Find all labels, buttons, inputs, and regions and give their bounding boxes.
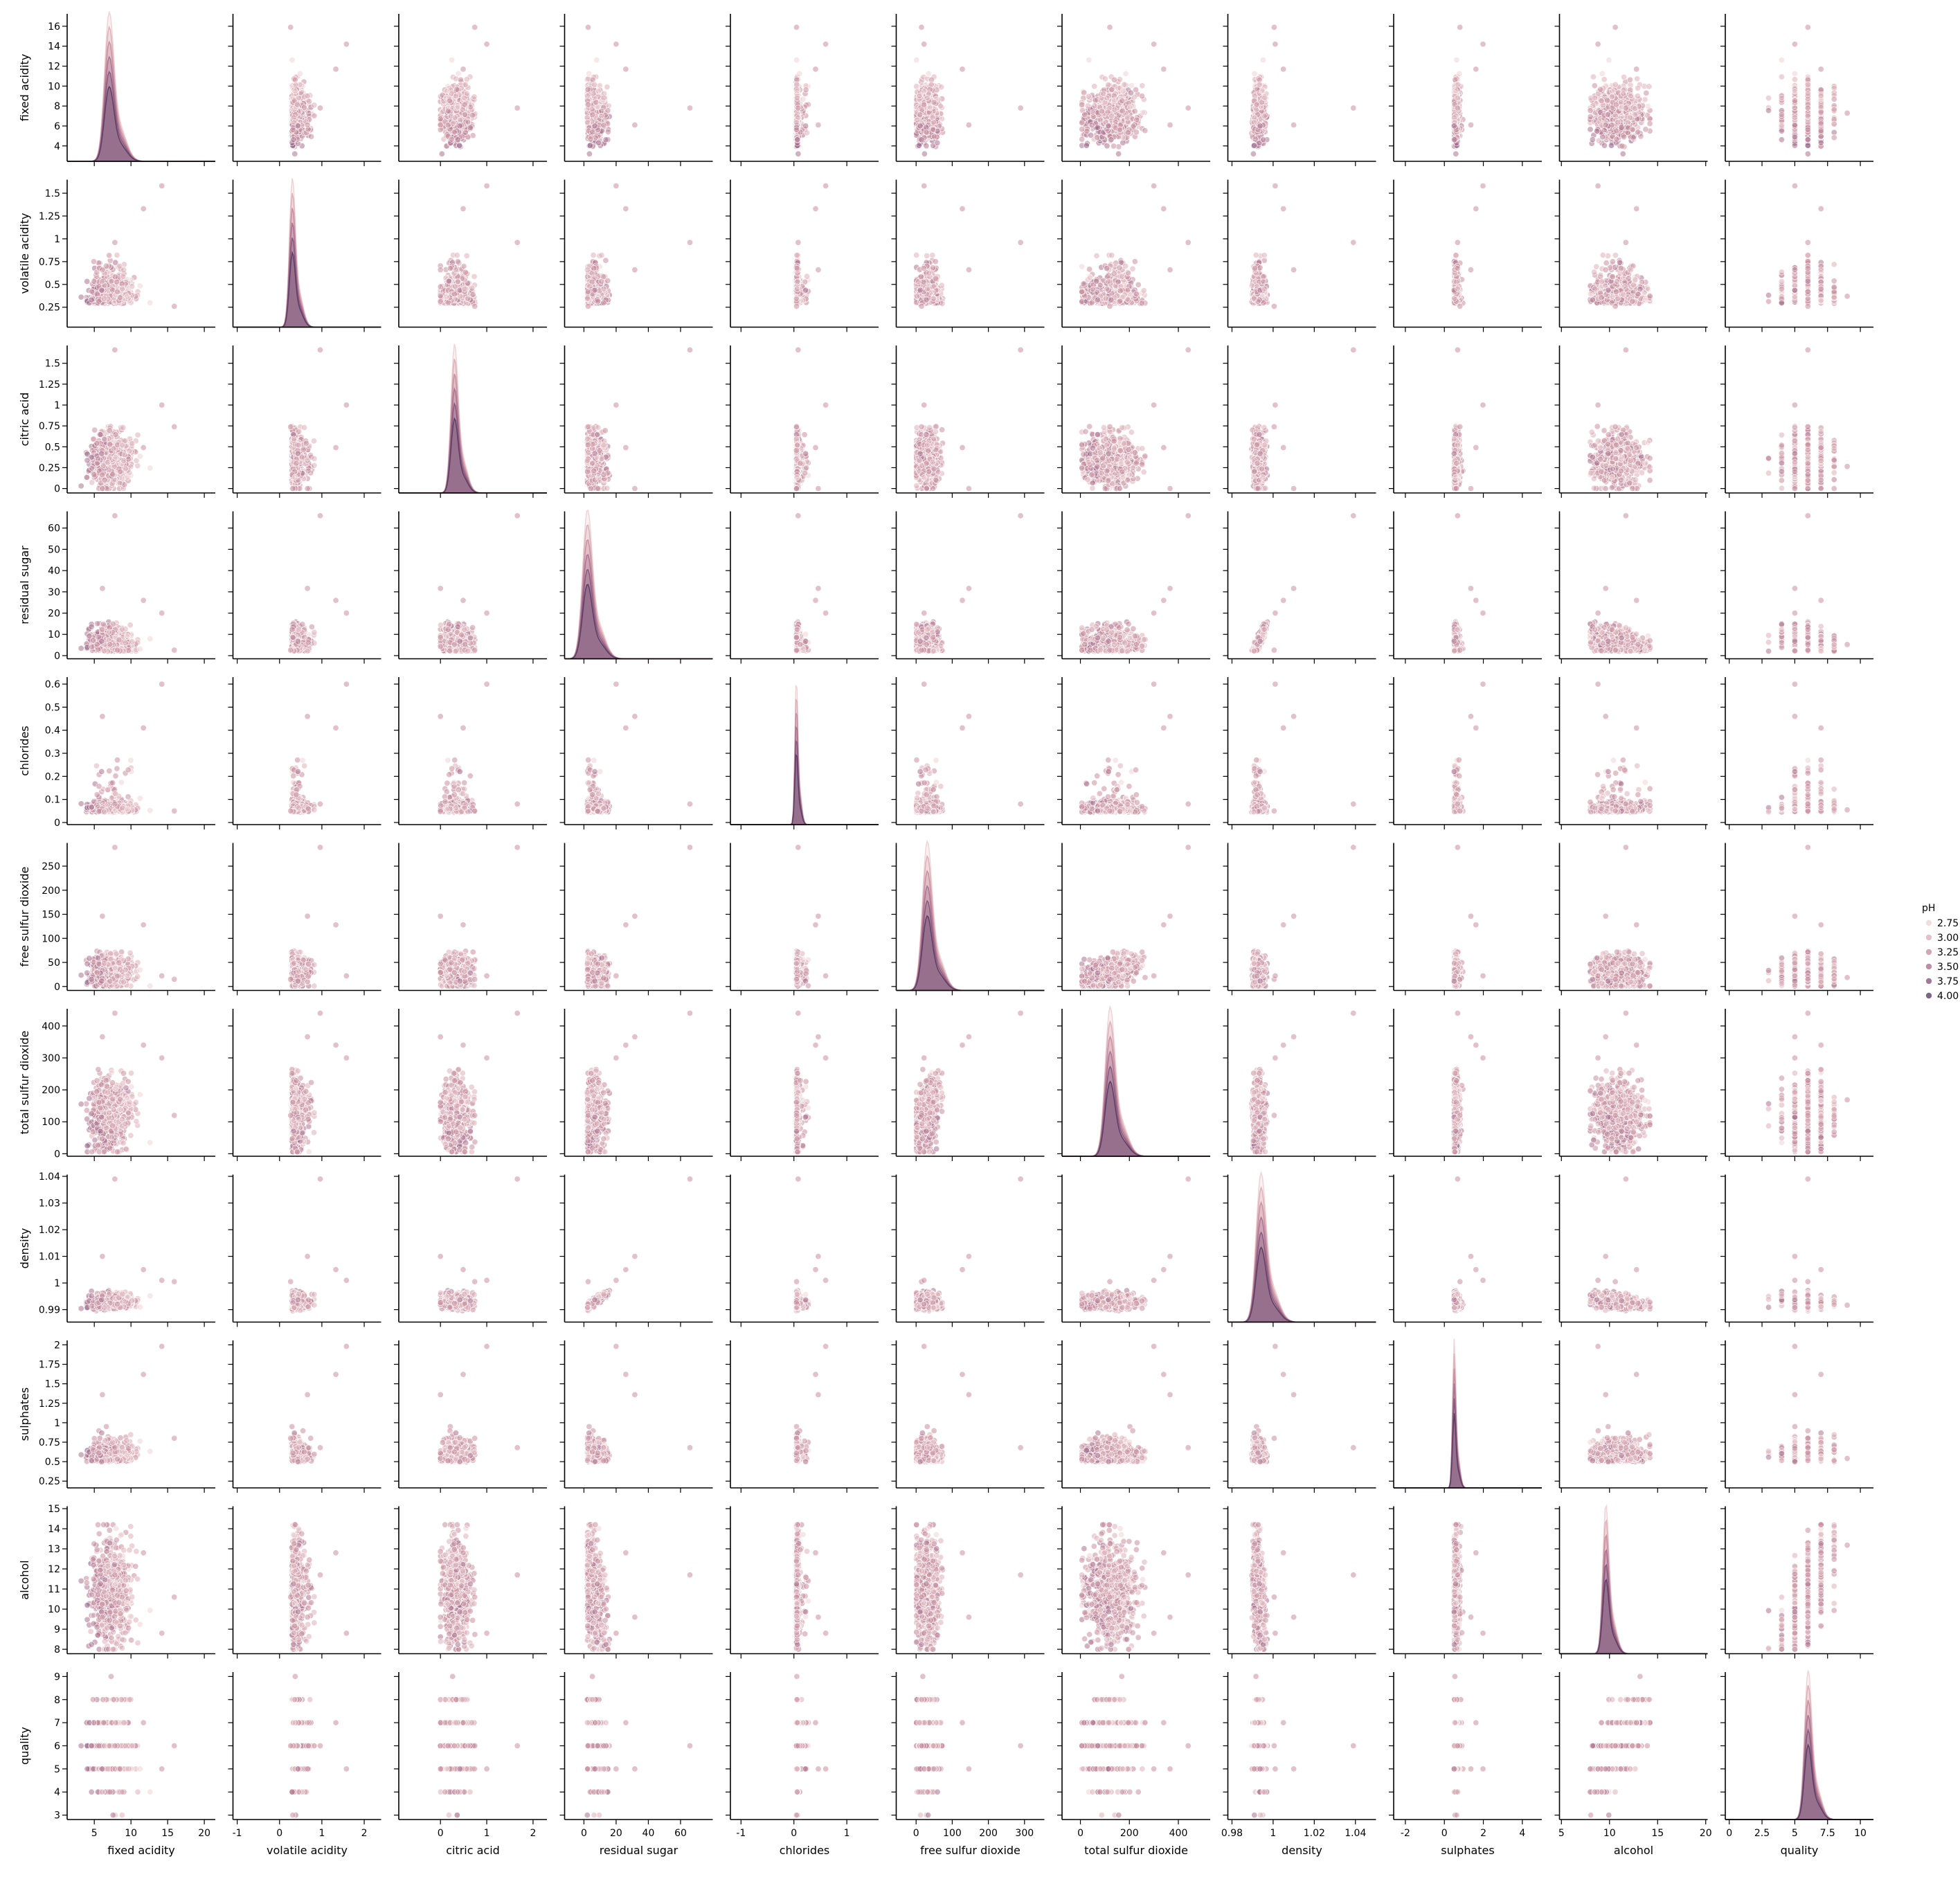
point [290, 127, 296, 132]
kde-fixed-acidity-0 [67, 12, 215, 162]
point [312, 102, 317, 108]
point [464, 77, 469, 82]
panel-fixed-acidity-vs-fixed-acidity: 4 6 8 10 12 14 16 fixed acidity [18, 12, 215, 167]
panel-fixed-acidity-vs-citric-acid [394, 14, 547, 166]
point [317, 105, 323, 111]
point [297, 71, 303, 76]
y-tick-label: 8 [54, 101, 60, 112]
panel-fixed-acidity-vs-volatile-acidity [228, 14, 381, 166]
kde-fixed-acidity-1 [67, 27, 215, 161]
y-tick-label: 14 [48, 42, 60, 53]
kde-fixed-acidity-2 [67, 42, 215, 161]
point [308, 134, 314, 139]
point [305, 122, 310, 127]
point [312, 113, 317, 118]
point [292, 151, 298, 156]
point [306, 98, 312, 104]
point [292, 89, 298, 94]
y-tick-label: 4 [54, 141, 60, 152]
point [291, 137, 296, 143]
point [343, 42, 349, 47]
kde-fixed-acidity-5 [67, 87, 215, 161]
y-tick-label: 12 [48, 62, 60, 73]
y-tick-label: 10 [48, 81, 60, 92]
y-tick-label: 6 [54, 121, 60, 132]
kde-fixed-acidity-4 [67, 72, 215, 161]
point [295, 123, 300, 129]
point [305, 93, 310, 98]
point [449, 57, 454, 63]
point [294, 102, 300, 107]
y-tick-label: 16 [48, 21, 60, 33]
point [301, 105, 307, 110]
y-axis-label-fixed-acidity: fixed acidity [18, 54, 31, 122]
point [333, 66, 339, 72]
point [289, 57, 295, 63]
point [288, 24, 294, 30]
point [296, 95, 301, 100]
kde-fixed-acidity-3 [67, 57, 215, 161]
